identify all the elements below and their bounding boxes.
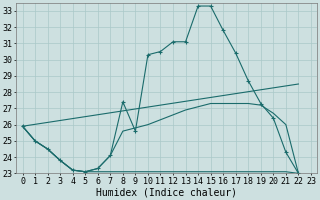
X-axis label: Humidex (Indice chaleur): Humidex (Indice chaleur) [96,187,237,197]
